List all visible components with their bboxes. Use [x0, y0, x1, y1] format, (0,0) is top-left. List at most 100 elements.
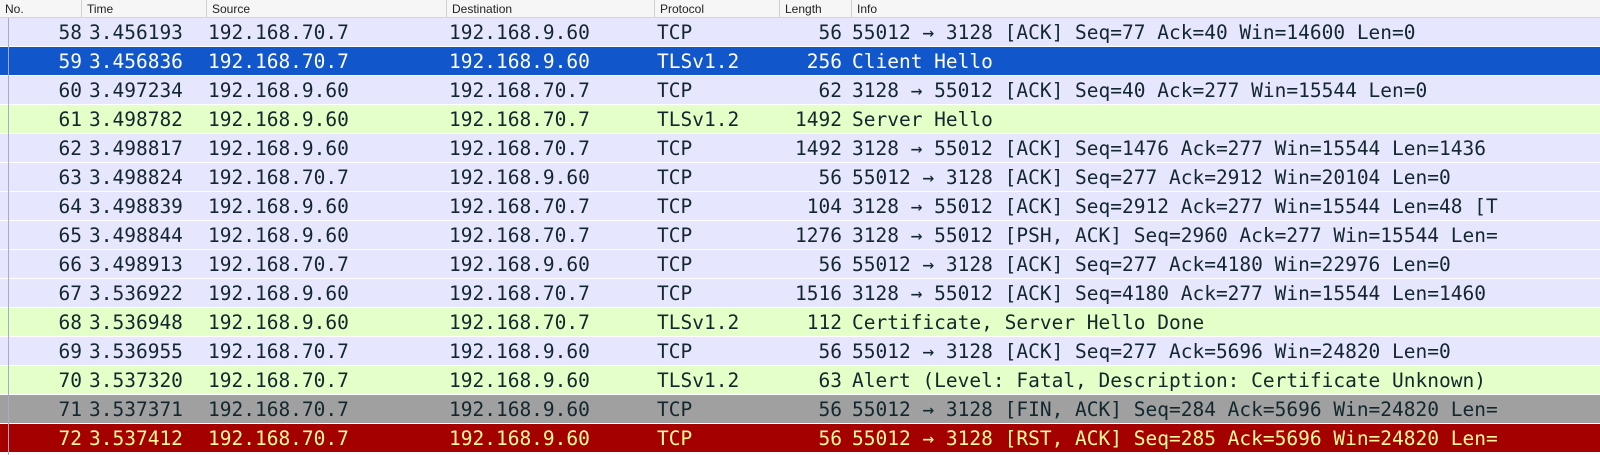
cell-length-info: 1492 Server Hello: [775, 105, 1505, 133]
cell-destination: 192.168.9.60: [449, 21, 590, 44]
cell-source: 192.168.9.60: [208, 79, 349, 102]
cell-destination: 192.168.9.60: [449, 166, 590, 189]
cell-info: Server Hello: [852, 108, 993, 131]
cell-source: 192.168.9.60: [208, 311, 349, 334]
cell-destination: 192.168.70.7: [449, 224, 590, 247]
cell-length: 62: [818, 79, 842, 102]
cell-length-info: 256 Client Hello: [775, 47, 1505, 75]
packet-row[interactable]: 62 3.498817 192.168.9.60 192.168.70.7 TCP 149…: [0, 134, 1600, 163]
cell-time: 3.536955: [89, 340, 183, 363]
packet-row[interactable]: 60 3.497234 192.168.9.60 192.168.70.7 TCP 62 3…: [0, 76, 1600, 105]
cell-length-info: 1276 3128 → 55012 [PSH, ACK] Seq=2960 Ack…: [775, 221, 1505, 249]
cell-destination: 192.168.9.60: [449, 398, 590, 421]
cell-destination: 192.168.70.7: [449, 79, 590, 102]
cell-length-info: 1492 3128 → 55012 [ACK] Seq=1476 Ack=277 …: [775, 134, 1505, 162]
cell-destination: 192.168.70.7: [449, 195, 590, 218]
cell-protocol: TCP: [657, 427, 693, 450]
column-header-bar: No. Time Source Destination Protocol Len…: [0, 0, 1600, 18]
cell-length-info: 112 Certificate, Server Hello Done: [775, 308, 1505, 336]
column-header-time[interactable]: Time: [82, 0, 207, 17]
cell-time: 3.498782: [89, 108, 183, 131]
cell-info: Client Hello: [852, 50, 993, 73]
cell-info: Certificate, Server Hello Done: [852, 311, 1205, 334]
cell-info: 55012 → 3128 [FIN, ACK] Seq=284 Ack=5696…: [852, 398, 1498, 421]
cell-no: 70: [58, 369, 82, 392]
cell-destination: 192.168.9.60: [449, 427, 590, 450]
cell-no: 58: [58, 21, 82, 44]
cell-time: 3.537412: [89, 427, 183, 450]
cell-length-info: 56 55012 → 3128 [ACK] Seq=277 Ack=5696 Wi…: [775, 337, 1505, 365]
cell-source: 192.168.9.60: [208, 195, 349, 218]
column-header-source[interactable]: Source: [207, 0, 447, 17]
cell-time: 3.536948: [89, 311, 183, 334]
cell-source: 192.168.70.7: [208, 369, 349, 392]
packet-row[interactable]: 72 3.537412 192.168.70.7 192.168.9.60 TCP 56 5…: [0, 424, 1600, 453]
packet-row[interactable]: 71 3.537371 192.168.70.7 192.168.9.60 TCP 56 5…: [0, 395, 1600, 424]
cell-length-info: 56 55012 → 3128 [ACK] Seq=77 Ack=40 Win=1…: [775, 18, 1505, 46]
cell-length: 256: [806, 50, 842, 73]
cell-protocol: TCP: [657, 282, 693, 305]
cell-destination: 192.168.70.7: [449, 311, 590, 334]
cell-info: 55012 → 3128 [RST, ACK] Seq=285 Ack=5696…: [852, 427, 1498, 450]
cell-no: 65: [58, 224, 82, 247]
cell-no: 71: [58, 398, 82, 421]
cell-no: 63: [58, 166, 82, 189]
cell-protocol: TLSv1.2: [657, 311, 740, 334]
packet-row[interactable]: 58 3.456193 192.168.70.7 192.168.9.60 TCP 56 5…: [0, 18, 1600, 47]
cell-protocol: TCP: [657, 137, 693, 160]
cell-destination: 192.168.9.60: [449, 253, 590, 276]
column-header-length[interactable]: Length: [780, 0, 852, 17]
cell-length: 63: [818, 369, 842, 392]
packet-row[interactable]: 68 3.536948 192.168.9.60 192.168.70.7 TLSv1.…: [0, 308, 1600, 337]
column-header-info[interactable]: Info: [857, 2, 878, 16]
cell-info: 3128 → 55012 [ACK] Seq=2912 Ack=277 Win=…: [852, 195, 1498, 218]
cell-time: 3.537371: [89, 398, 183, 421]
packet-row[interactable]: 65 3.498844 192.168.9.60 192.168.70.7 TCP 127…: [0, 221, 1600, 250]
cell-source: 192.168.9.60: [208, 137, 349, 160]
cell-protocol: TCP: [657, 166, 693, 189]
column-header-destination[interactable]: Destination: [447, 0, 655, 17]
cell-length-info: 104 3128 → 55012 [ACK] Seq=2912 Ack=277 W…: [775, 192, 1505, 220]
cell-no: 64: [58, 195, 82, 218]
cell-no: 59: [58, 50, 82, 73]
cell-no: 62: [58, 137, 82, 160]
cell-source: 192.168.9.60: [208, 282, 349, 305]
cell-info: 3128 → 55012 [ACK] Seq=1476 Ack=277 Win=…: [852, 137, 1486, 160]
packet-row[interactable]: 59 3.456836 192.168.70.7 192.168.9.60 TLSv1.…: [0, 47, 1600, 76]
cell-protocol: TCP: [657, 253, 693, 276]
cell-source: 192.168.70.7: [208, 166, 349, 189]
cell-length: 56: [818, 166, 842, 189]
cell-length: 1492: [795, 137, 842, 160]
cell-length-info: 56 55012 → 3128 [RST, ACK] Seq=285 Ack=56…: [775, 424, 1505, 452]
packet-rows: 58 3.456193 192.168.70.7 192.168.9.60 TCP 56 5…: [0, 18, 1600, 453]
packet-row[interactable]: 66 3.498913 192.168.70.7 192.168.9.60 TCP 56 5…: [0, 250, 1600, 279]
packet-row[interactable]: 70 3.537320 192.168.70.7 192.168.9.60 TLSv1.…: [0, 366, 1600, 395]
cell-protocol: TCP: [657, 195, 693, 218]
cell-source: 192.168.70.7: [208, 253, 349, 276]
cell-info: 55012 → 3128 [ACK] Seq=277 Ack=5696 Win=…: [852, 340, 1451, 363]
cell-info: 55012 → 3128 [ACK] Seq=77 Ack=40 Win=146…: [852, 21, 1416, 44]
cell-protocol: TLSv1.2: [657, 108, 740, 131]
cell-length: 56: [818, 253, 842, 276]
packet-row[interactable]: 69 3.536955 192.168.70.7 192.168.9.60 TCP 56 5…: [0, 337, 1600, 366]
cell-destination: 192.168.9.60: [449, 340, 590, 363]
cell-time: 3.498913: [89, 253, 183, 276]
packet-row[interactable]: 64 3.498839 192.168.9.60 192.168.70.7 TCP 104…: [0, 192, 1600, 221]
packet-row[interactable]: 67 3.536922 192.168.9.60 192.168.70.7 TCP 151…: [0, 279, 1600, 308]
column-header-no[interactable]: No.: [0, 0, 82, 17]
cell-info: 55012 → 3128 [ACK] Seq=277 Ack=2912 Win=…: [852, 166, 1451, 189]
column-header-protocol[interactable]: Protocol: [655, 0, 780, 17]
packet-row[interactable]: 63 3.498824 192.168.70.7 192.168.9.60 TCP 56 5…: [0, 163, 1600, 192]
cell-time: 3.498844: [89, 224, 183, 247]
cell-source: 192.168.70.7: [208, 50, 349, 73]
cell-destination: 192.168.9.60: [449, 369, 590, 392]
cell-protocol: TCP: [657, 340, 693, 363]
cell-length: 56: [818, 427, 842, 450]
cell-length: 56: [818, 398, 842, 421]
cell-protocol: TLSv1.2: [657, 50, 740, 73]
cell-source: 192.168.70.7: [208, 340, 349, 363]
packet-row[interactable]: 61 3.498782 192.168.9.60 192.168.70.7 TLSv1.…: [0, 105, 1600, 134]
cell-destination: 192.168.70.7: [449, 108, 590, 131]
related-packet-marker: [8, 18, 9, 455]
